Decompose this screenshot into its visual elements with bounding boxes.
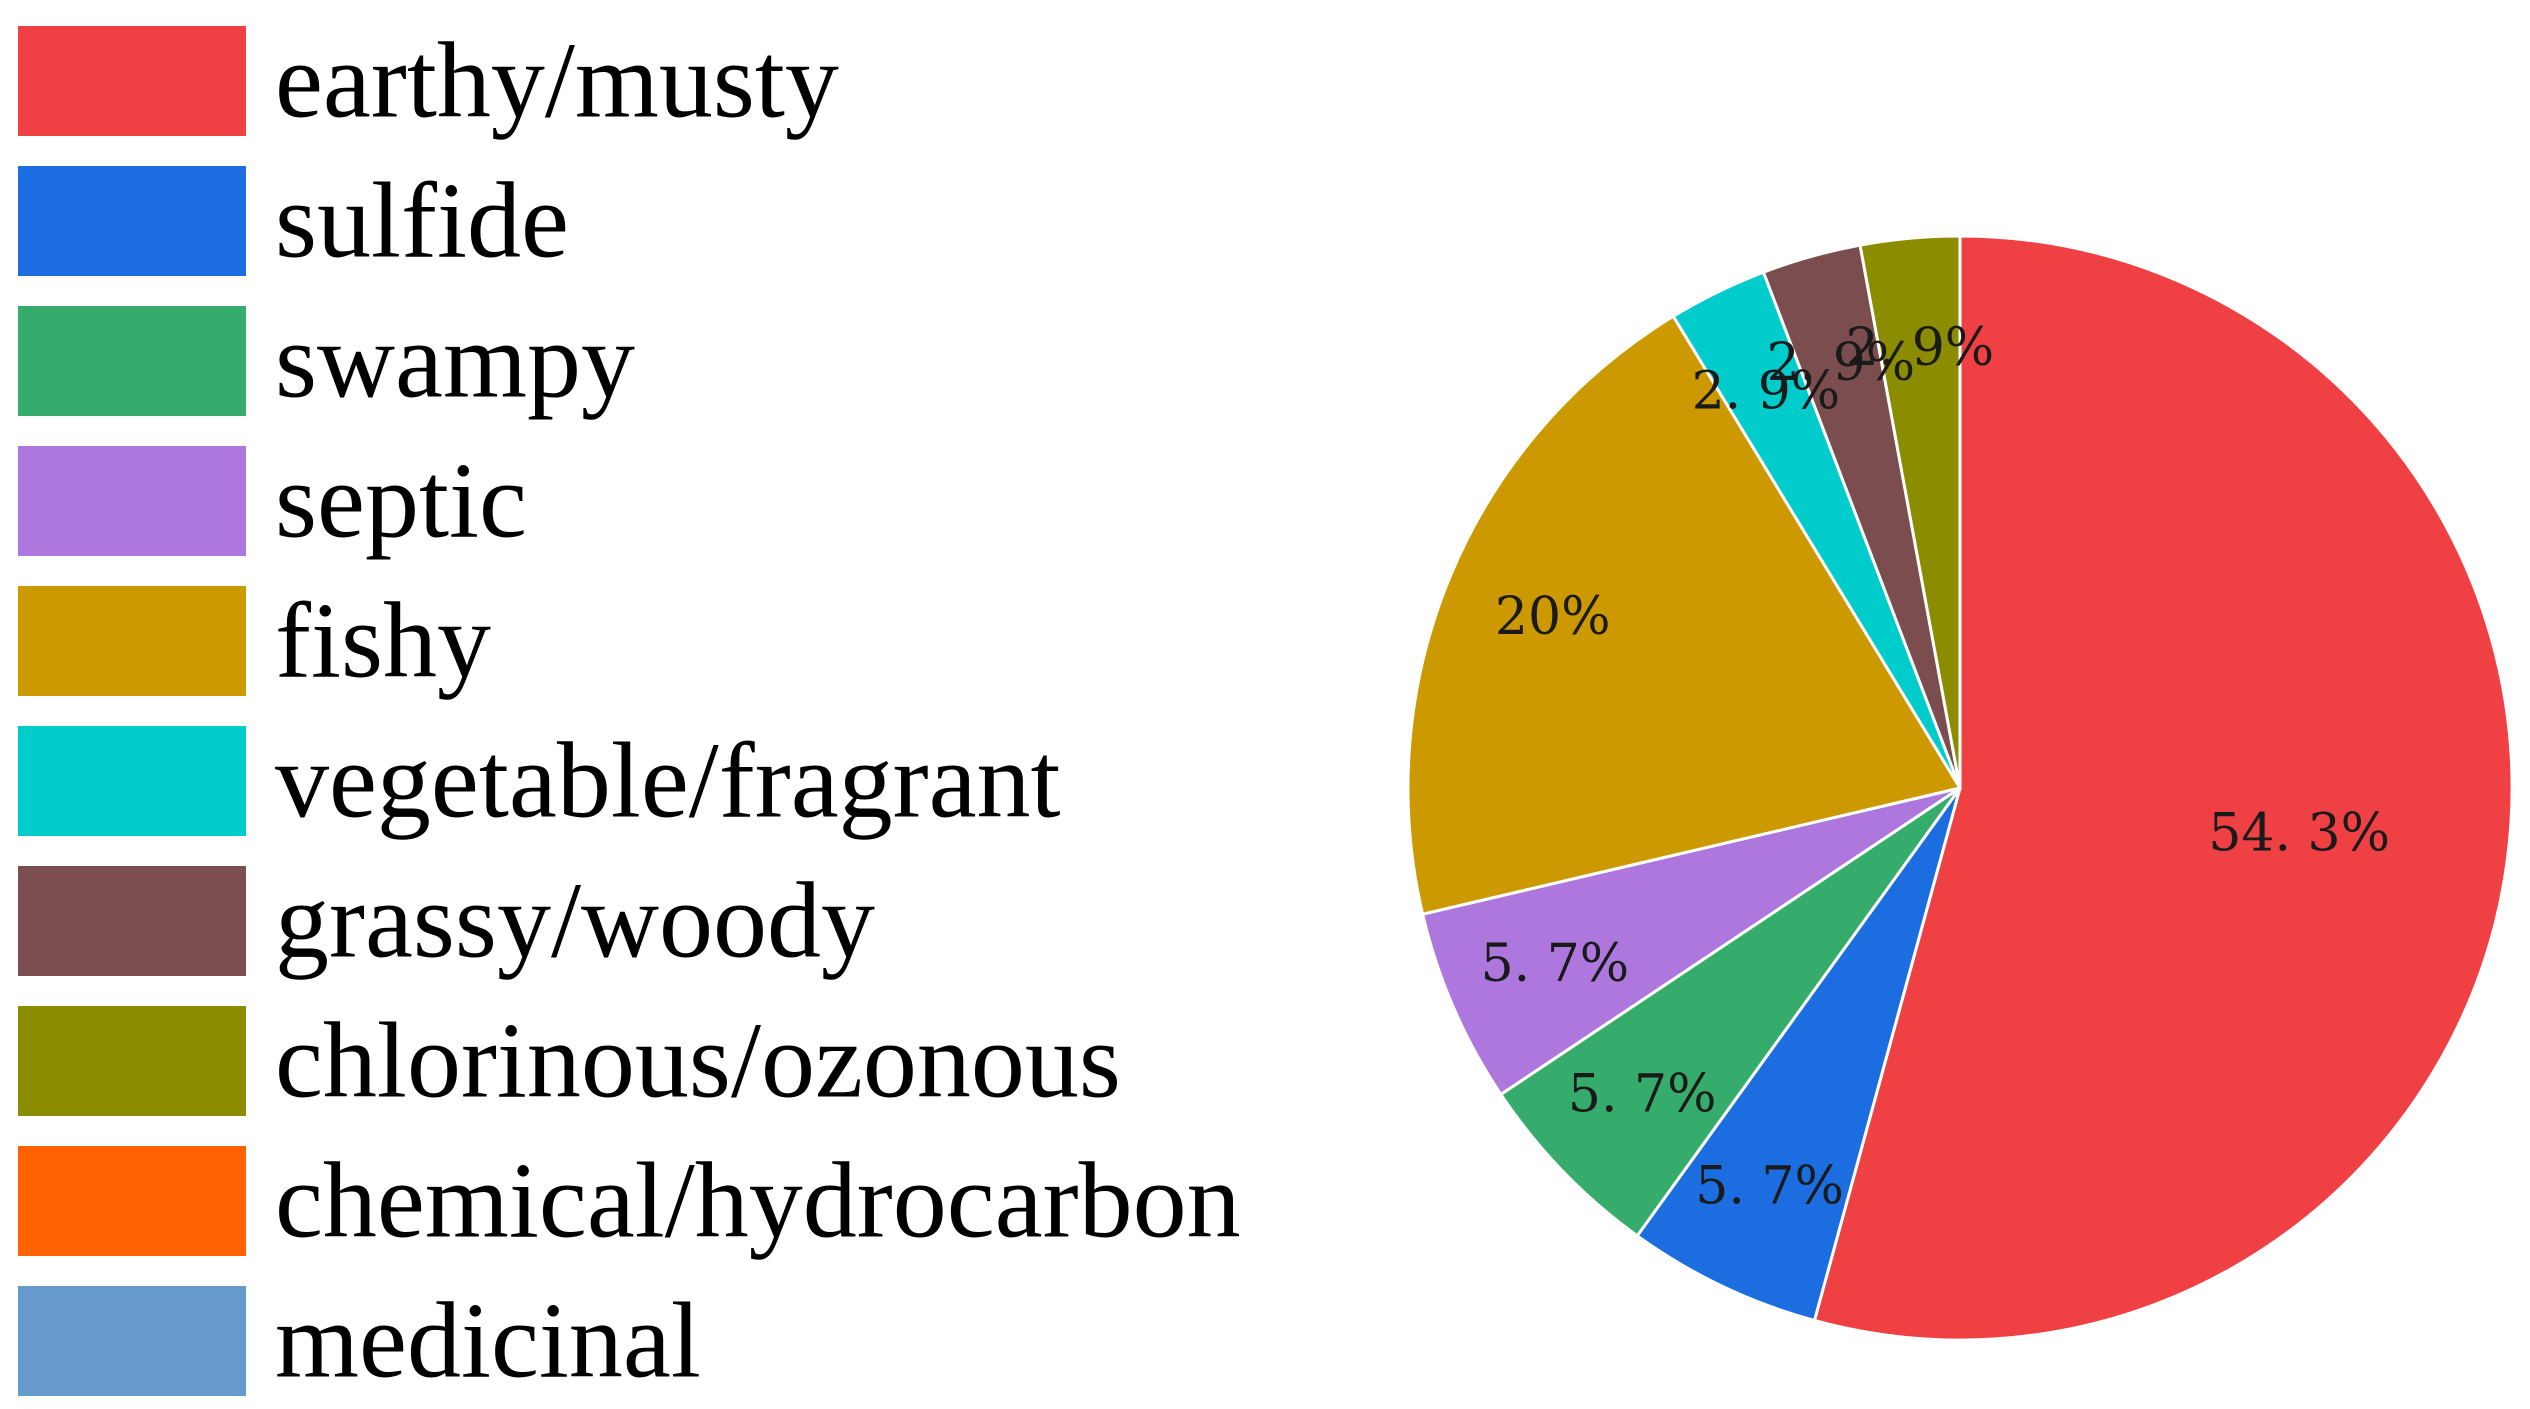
slice-label-chlorinous-ozonous: 2. 9%: [1846, 318, 1995, 378]
legend-label: chemical/hydrocarbon: [275, 1142, 1241, 1261]
legend-item-medicinal: medicinal: [18, 1282, 701, 1401]
pie-slice-septic: [1420, 786, 1961, 1097]
legend-item-earthy-musty: earthy/musty: [18, 22, 839, 141]
legend-label: vegetable/fragrant: [275, 722, 1061, 841]
slice-label-septic: 5. 7%: [1481, 934, 1630, 994]
slice-label-vegetable-fragrant: 2. 9%: [1692, 361, 1841, 421]
legend-swatch: [18, 1146, 246, 1256]
legend-item-vegetable-fragrant: vegetable/fragrant: [18, 722, 1061, 841]
legend-item-sulfide: sulfide: [18, 162, 569, 281]
slice-label-sulfide: 5. 7%: [1695, 1157, 1844, 1217]
pie-slice-chlorinous-ozonous: [1858, 234, 1962, 789]
legend-item-chlorinous-ozonous: chlorinous/ozonous: [18, 1002, 1121, 1121]
pie-slice-fishy: [1406, 314, 1963, 917]
legend-label: medicinal: [275, 1282, 701, 1401]
pie-slice-earthy-musty: [1812, 234, 2514, 1342]
legend-swatch: [18, 166, 246, 276]
legend-label: fishy: [275, 582, 491, 701]
legend-swatch: [18, 306, 246, 416]
pie-slice-swampy: [1498, 786, 1962, 1238]
legend-item-septic: septic: [18, 442, 527, 561]
legend-item-grassy-woody: grassy/woody: [18, 862, 875, 981]
slice-label-grassy-woody: 2. 9%: [1767, 333, 1916, 393]
legend-swatch: [18, 1006, 246, 1116]
legend-label: septic: [275, 442, 527, 561]
legend-label: sulfide: [275, 162, 569, 281]
legend-label: swampy: [275, 302, 635, 421]
chart-legend: earthy/musty sulfide swampy septic fishy vege…: [18, 22, 1241, 1401]
legend-swatch: [18, 866, 246, 976]
legend-swatch: [18, 586, 246, 696]
pie-slices: [1406, 234, 2514, 1342]
slice-labels: 54. 3% 5. 7% 5. 7% 5. 7% 20% 2. 9%2. 9%2. 9%: [1481, 318, 2390, 1216]
slice-label-swampy: 5. 7%: [1568, 1065, 1717, 1125]
legend-swatch: [18, 26, 246, 136]
legend-swatch: [18, 1286, 246, 1396]
slice-label-fishy: 20%: [1495, 587, 1611, 647]
legend-item-chemical-hydrocarbon: chemical/hydrocarbon: [18, 1142, 1241, 1261]
legend-label: grassy/woody: [275, 862, 875, 981]
legend-swatch: [18, 446, 246, 556]
slice-label-earthy-musty: 54. 3%: [2208, 804, 2390, 864]
legend-swatch: [18, 726, 246, 836]
pie-slice-sulfide: [1635, 787, 1962, 1323]
legend-item-fishy: fishy: [18, 582, 491, 701]
legend-label: earthy/musty: [275, 22, 839, 141]
legend-item-swampy: swampy: [18, 302, 635, 421]
legend-label: chlorinous/ozonous: [275, 1002, 1121, 1121]
